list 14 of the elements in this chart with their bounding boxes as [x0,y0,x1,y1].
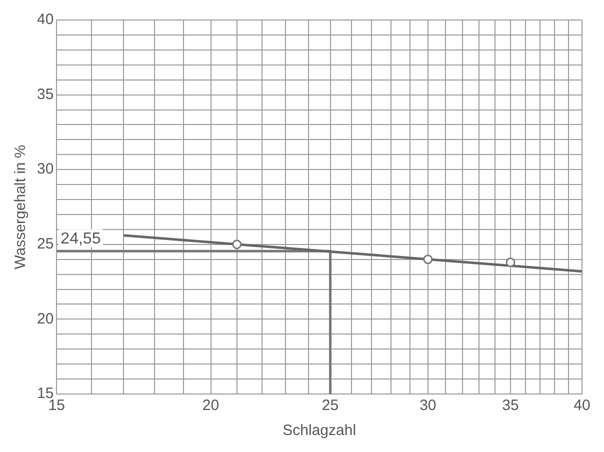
y-tick-label: 20 [36,310,54,328]
x-tick-label: 25 [322,397,339,414]
x-tick-label: 20 [202,397,220,414]
x-tick-label: 35 [502,397,519,414]
y-tick-label: 30 [36,160,54,178]
y-tick-label: 40 [36,11,54,28]
y-tick-label: 35 [36,86,54,103]
y-tick-label: 25 [36,236,54,253]
x-tick-label: 40 [574,397,590,414]
x-tick-label: 30 [420,397,436,414]
annotation: 24,55 [60,230,101,248]
x-axis-title: Schlagzahl [282,422,356,440]
y-axis-title: Wassergehalt in % [12,144,30,270]
x-tick-label: 15 [48,397,66,414]
